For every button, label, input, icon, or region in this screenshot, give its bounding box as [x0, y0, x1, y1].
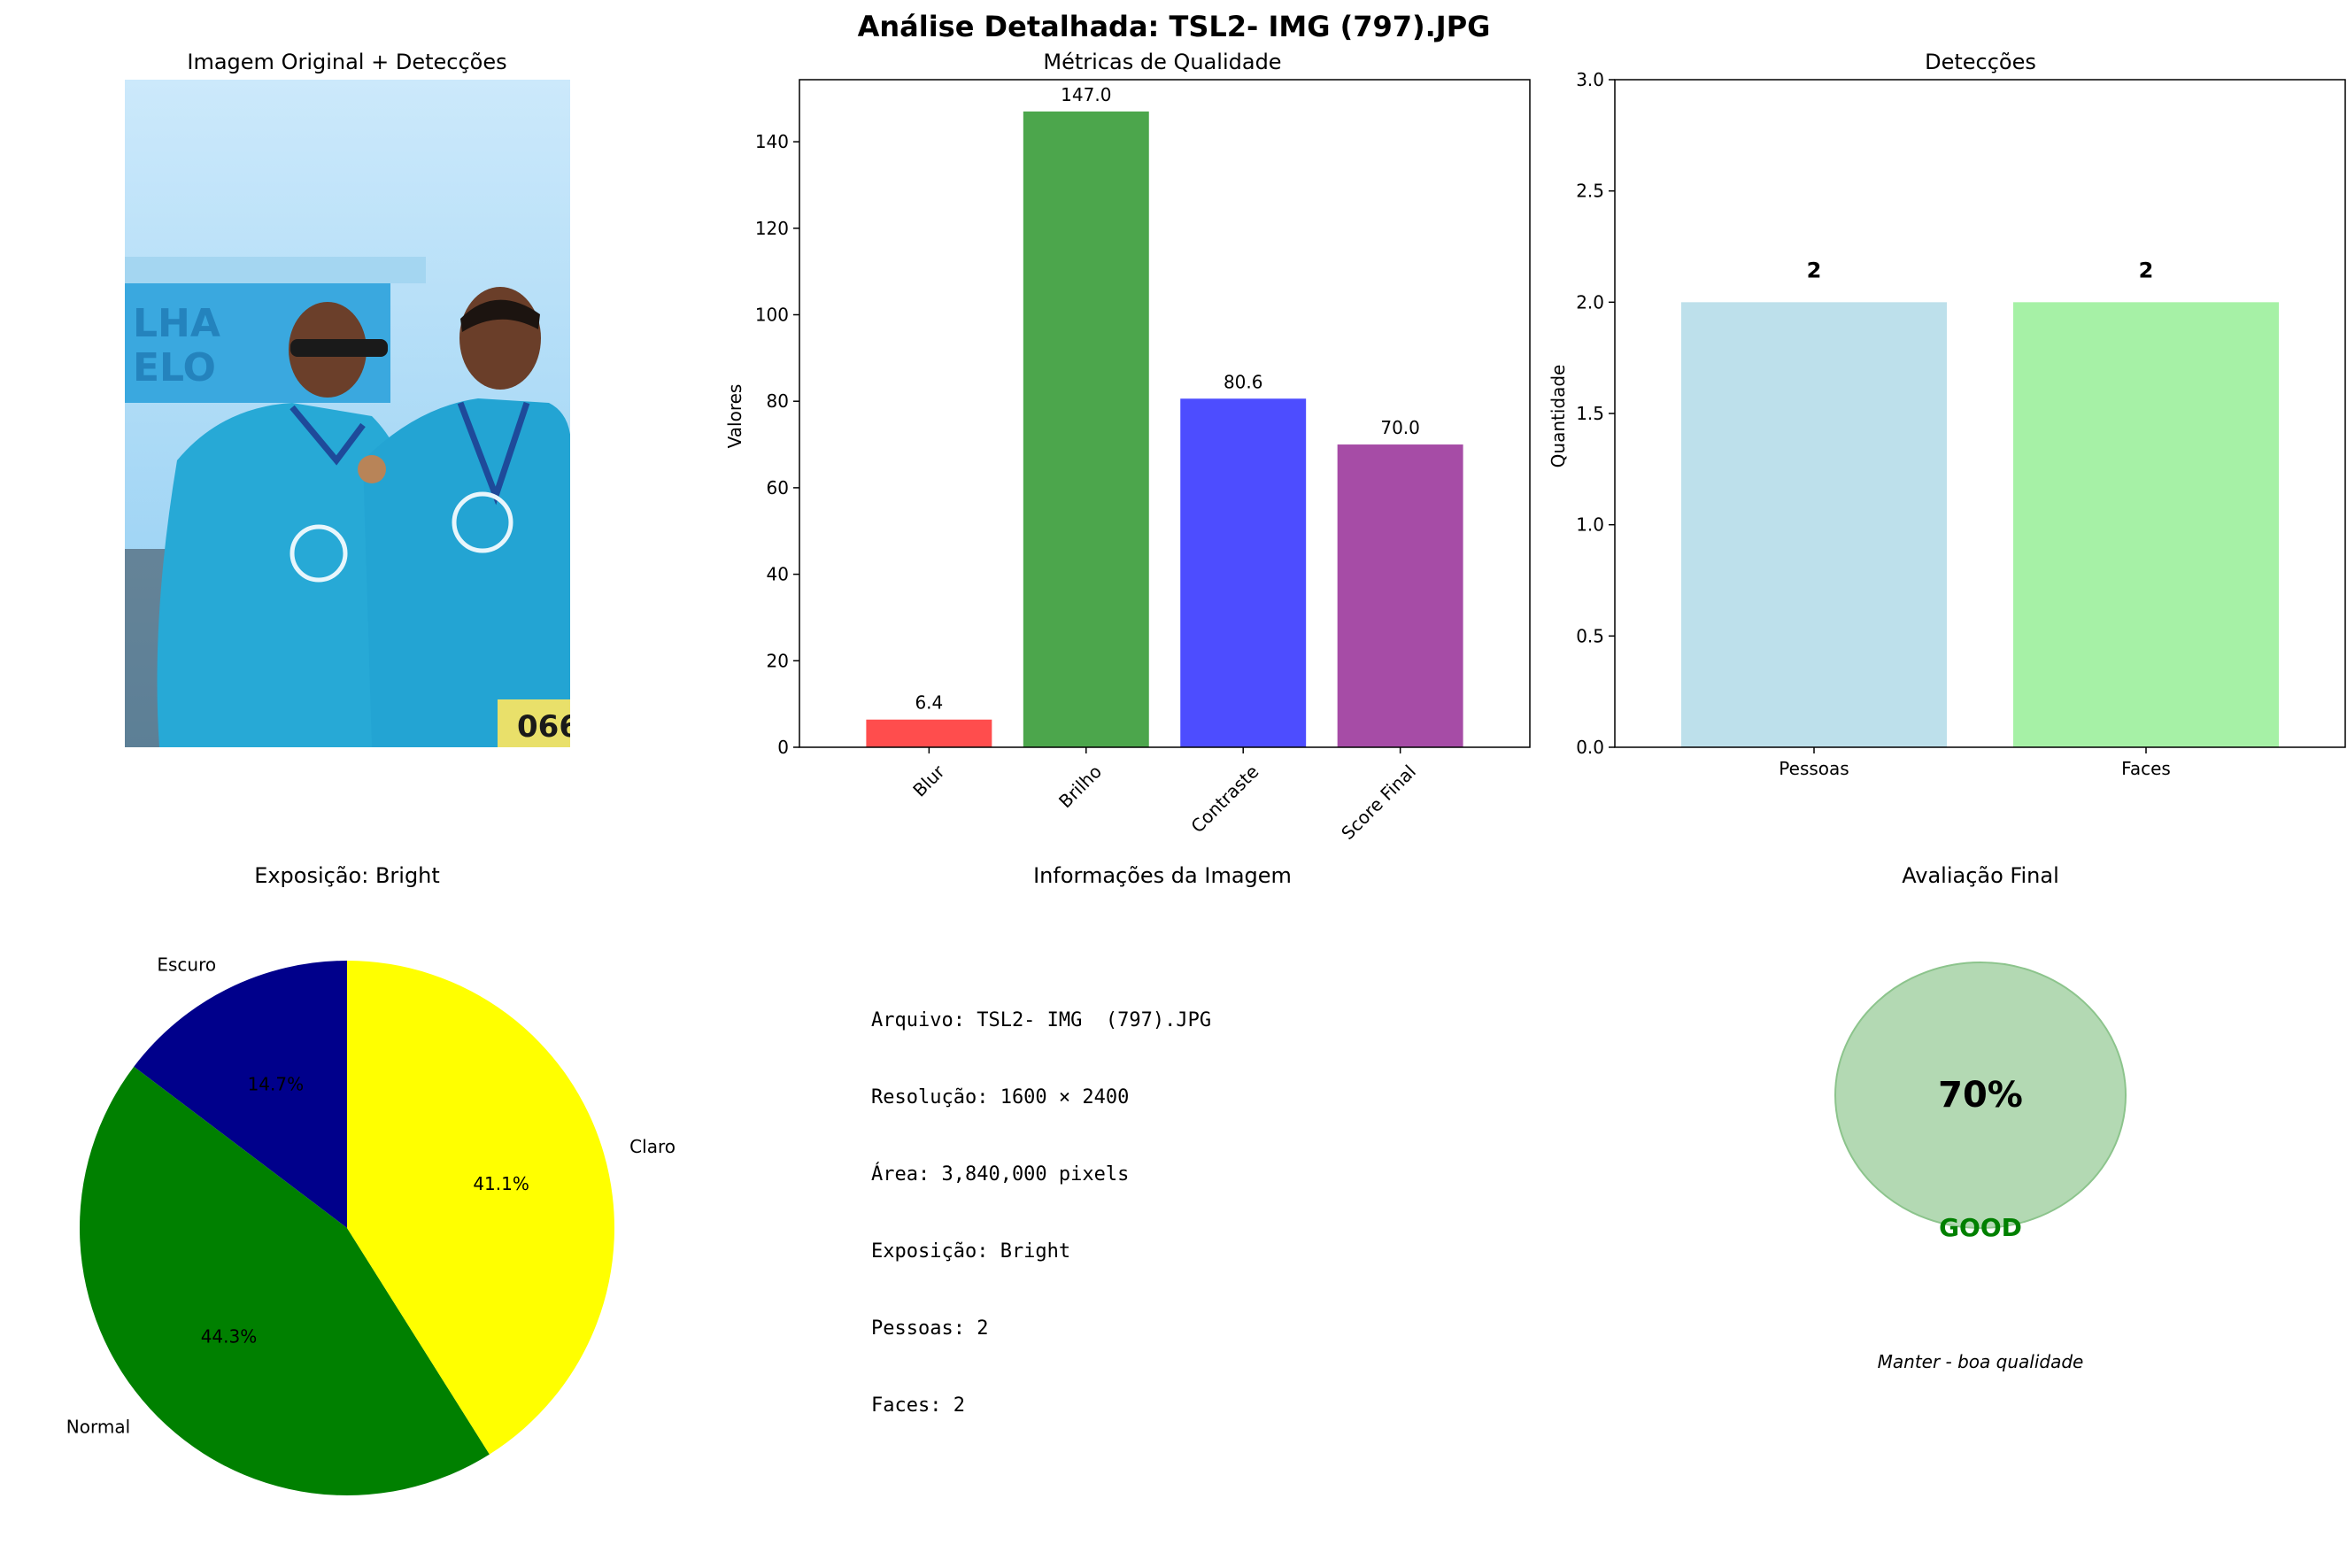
x-tick-label: Faces [2121, 758, 2171, 779]
y-tick-label: 60 [767, 477, 789, 498]
bar-value-label: 147.0 [1061, 84, 1111, 105]
y-tick-label: 20 [767, 650, 789, 671]
detections-chart: Detecções Quantidade 2 2 Pessoas Faces 0.0 0… [1548, 50, 2346, 779]
y-tick-label: 0.0 [1576, 737, 1604, 758]
info-line-area: Área: 3,840,000 pixels [871, 1163, 1130, 1186]
final-recommendation: Manter - boa qualidade [1878, 1351, 2084, 1372]
person-left-shirt [157, 403, 409, 747]
photo-image: LHA ELO 066 [125, 80, 580, 747]
detections-plot-frame [1614, 79, 2346, 748]
image-info-text: Arquivo: TSL2- IMG (797).JPG Resolução: … [871, 956, 1211, 1444]
exposure-pie-chart: Exposição: Bright 14.7% Escuro 44.3% Normal… [66, 863, 676, 1496]
logo-left [290, 524, 348, 583]
logo-right [452, 491, 513, 553]
pie-percent-label: 41.1% [473, 1173, 529, 1194]
y-tick-label: 2.5 [1576, 181, 1604, 202]
x-tick-label: Contraste [1186, 761, 1262, 837]
y-tick-label: 100 [755, 304, 789, 325]
y-tick-label: 120 [755, 218, 789, 239]
x-tick-label: Score Final [1337, 761, 1420, 844]
metrics-chart-title: Métricas de Qualidade [1043, 50, 1281, 74]
x-tick-label: Blur [908, 761, 949, 801]
stage-truss [125, 257, 426, 283]
bar-faces [2013, 302, 2279, 747]
person-left-sunglasses [290, 339, 388, 357]
bar-score-final [1337, 444, 1463, 747]
info-panel-title: Informações da Imagem [1033, 863, 1292, 888]
x-tick-label: Pessoas [1779, 758, 1849, 779]
quality-metrics-chart: Métricas de Qualidade Valores 6.4 147.0 80… [724, 50, 1531, 844]
info-line-exposure: Exposição: Bright [871, 1240, 1071, 1263]
metrics-y-axis-label: Valores [724, 384, 745, 449]
figure-suptitle: Análise Detalhada: TSL2- IMG (797).JPG [858, 10, 1491, 43]
detections-y-axis-label: Quantidade [1548, 365, 1569, 468]
metrics-plot-frame [799, 79, 1531, 748]
banner-text-2: ELO [133, 345, 216, 390]
medal-lanyard-left [290, 405, 366, 466]
pie-percent-label: 14.7% [248, 1074, 305, 1095]
info-line-people: Pessoas: 2 [871, 1317, 989, 1340]
medal [358, 455, 386, 483]
pie-slice-normal [79, 1066, 490, 1496]
banner-text-1: LHA [133, 301, 220, 346]
y-tick-label: 3.0 [1576, 69, 1604, 90]
y-tick-label: 1.5 [1576, 403, 1604, 424]
photo-panel: Imagem Original + Detecções LHA ELO [125, 50, 580, 747]
pie-category-label: Escuro [157, 954, 216, 976]
person-right-shirt [363, 398, 570, 747]
x-tick-label: Brilho [1054, 761, 1106, 812]
exposure-pie-title: Exposição: Bright [254, 863, 440, 888]
bar-value-label: 2 [1807, 258, 1822, 282]
detections-chart-title: Detecções [1925, 50, 2036, 74]
y-tick-label: 0 [777, 737, 789, 758]
bar-brilho [1023, 111, 1149, 747]
y-tick-label: 80 [767, 390, 789, 412]
info-line-faces: Faces: 2 [871, 1394, 965, 1417]
pie-slice-claro [347, 961, 615, 1455]
final-panel-title: Avaliação Final [1902, 863, 2059, 888]
y-tick-label: 1.0 [1576, 514, 1604, 536]
bar-value-label: 70.0 [1380, 417, 1420, 438]
final-evaluation-panel: Avaliação Final 70% GOOD Manter - boa qu… [1834, 863, 2127, 1372]
bar-blur [866, 719, 992, 747]
bar-contraste [1180, 398, 1307, 747]
y-tick-label: 0.5 [1576, 625, 1604, 646]
pie-slice-escuro [134, 961, 347, 1228]
person-right-hair [460, 299, 540, 332]
info-line-resolution: Resolução: 1600 × 2400 [871, 1086, 1130, 1108]
bar-pessoas [1681, 302, 1947, 747]
score-circle [1834, 962, 2127, 1229]
race-bib-number: 066 [517, 709, 580, 745]
bar-value-label: 6.4 [915, 692, 943, 714]
y-tick-label: 40 [767, 564, 789, 585]
y-tick-label: 140 [755, 131, 789, 152]
pie-percent-label: 44.3% [201, 1325, 258, 1347]
pie-category-label: Claro [629, 1136, 676, 1157]
bar-value-label: 80.6 [1224, 371, 1263, 392]
bar-value-label: 2 [2139, 258, 2154, 282]
y-tick-label: 2.0 [1576, 291, 1604, 313]
race-bib [498, 699, 570, 747]
photo-panel-title: Imagem Original + Detecções [187, 50, 506, 74]
final-rating: GOOD [1939, 1213, 2022, 1242]
pie-category-label: Normal [66, 1417, 130, 1438]
info-line-file: Arquivo: TSL2- IMG (797).JPG [871, 1009, 1212, 1031]
final-score-value: 70% [1938, 1075, 2023, 1116]
